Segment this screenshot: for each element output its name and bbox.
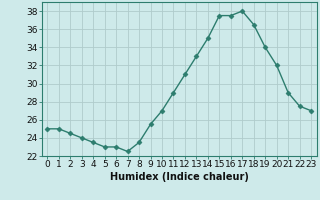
X-axis label: Humidex (Indice chaleur): Humidex (Indice chaleur) [110,172,249,182]
